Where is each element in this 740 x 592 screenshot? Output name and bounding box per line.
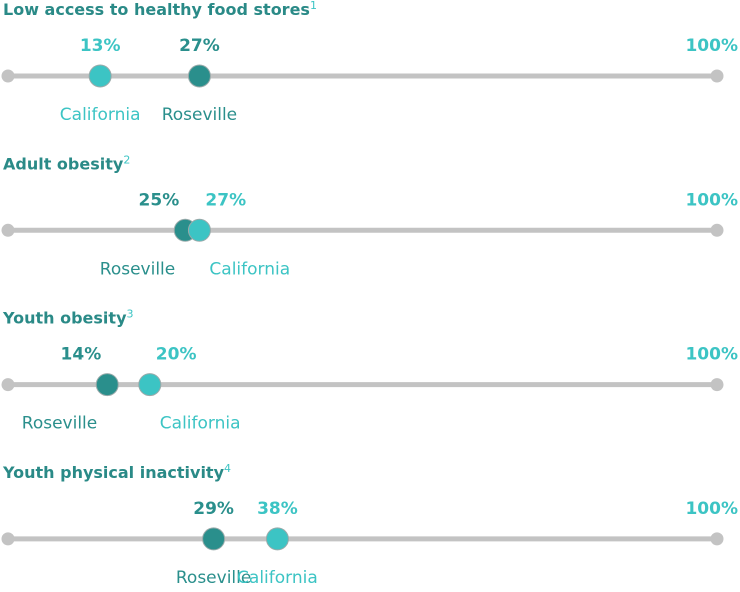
chart-title: Adult obesity2 <box>3 153 130 173</box>
track-end <box>710 69 724 83</box>
value-label: 38% <box>257 499 298 519</box>
dot <box>202 527 226 551</box>
chart-title: Youth physical inactivity4 <box>2 462 231 482</box>
value-label: 20% <box>156 345 197 365</box>
dot-chart: Adult obesity2 100% 25% Roseville 27% Califor… <box>1 153 738 279</box>
series-name: California <box>237 568 318 588</box>
track-end <box>1 532 15 546</box>
value-label: 27% <box>205 190 246 210</box>
track-end <box>1 378 15 392</box>
title-text: Youth obesity <box>2 308 127 327</box>
dot <box>187 64 211 88</box>
dot-chart: Youth obesity3 100% 14% Roseville 20% Califor… <box>1 308 738 434</box>
footnote: 3 <box>127 308 134 321</box>
dot <box>95 373 119 397</box>
dot-chart: Low access to healthy food stores1 100% 27… <box>1 0 738 125</box>
value-label: 14% <box>61 345 102 365</box>
dot <box>138 373 162 397</box>
chart-title: Low access to healthy food stores1 <box>3 0 317 19</box>
value-label: 13% <box>80 36 121 56</box>
track-end <box>710 378 724 392</box>
title-text: Adult obesity <box>3 154 124 173</box>
track-end <box>710 223 724 237</box>
value-label: 25% <box>139 190 180 210</box>
footnote: 2 <box>123 153 130 166</box>
dot <box>265 527 289 551</box>
track-end <box>1 223 15 237</box>
title-text: Low access to healthy food stores <box>3 0 310 19</box>
track-end <box>710 532 724 546</box>
series-name: California <box>60 105 141 125</box>
footnote: 4 <box>224 462 231 475</box>
series-name: Roseville <box>162 105 237 125</box>
chart-title: Youth obesity3 <box>2 308 134 328</box>
value-label: 27% <box>179 36 220 56</box>
footnote: 1 <box>310 0 317 12</box>
x-tick-label: 100% <box>685 36 738 56</box>
series-name: Roseville <box>100 259 175 279</box>
track-end <box>1 69 15 83</box>
value-label: 29% <box>193 499 234 519</box>
dot <box>88 64 112 88</box>
dot-chart: Youth physical inactivity4 100% 29% Rosevil… <box>1 462 738 588</box>
title-text: Youth physical inactivity <box>2 462 225 481</box>
series-name: California <box>209 259 290 279</box>
x-tick-label: 100% <box>685 190 738 210</box>
dot <box>187 218 211 242</box>
x-tick-label: 100% <box>685 499 738 519</box>
series-name: Roseville <box>176 568 251 588</box>
x-tick-label: 100% <box>685 345 738 365</box>
series-name: Roseville <box>22 414 97 434</box>
series-name: California <box>160 414 241 434</box>
